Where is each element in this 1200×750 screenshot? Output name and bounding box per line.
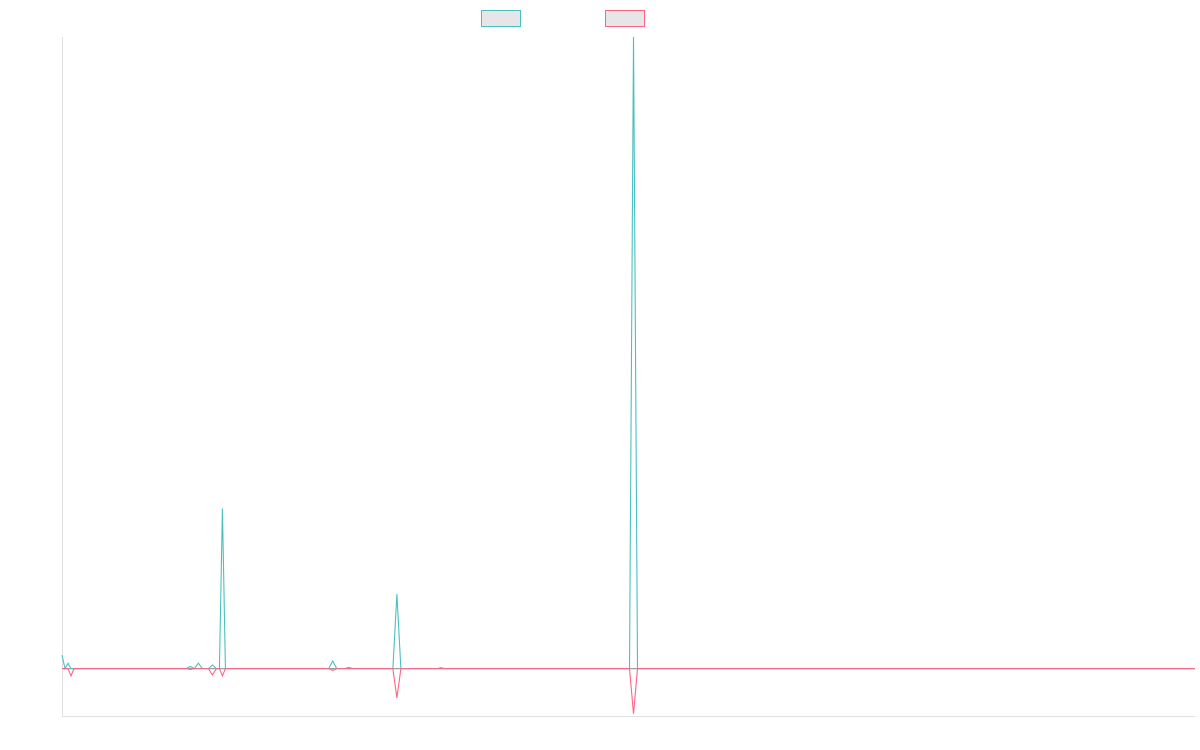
legend-swatch-1: [481, 10, 521, 27]
series-layer: [61, 36, 1195, 714]
series-line-1: [61, 36, 1195, 671]
legend: [481, 10, 645, 27]
axes: [62, 37, 1195, 717]
legend-swatch-2: [605, 10, 645, 27]
series-line-2: [62, 668, 1195, 714]
